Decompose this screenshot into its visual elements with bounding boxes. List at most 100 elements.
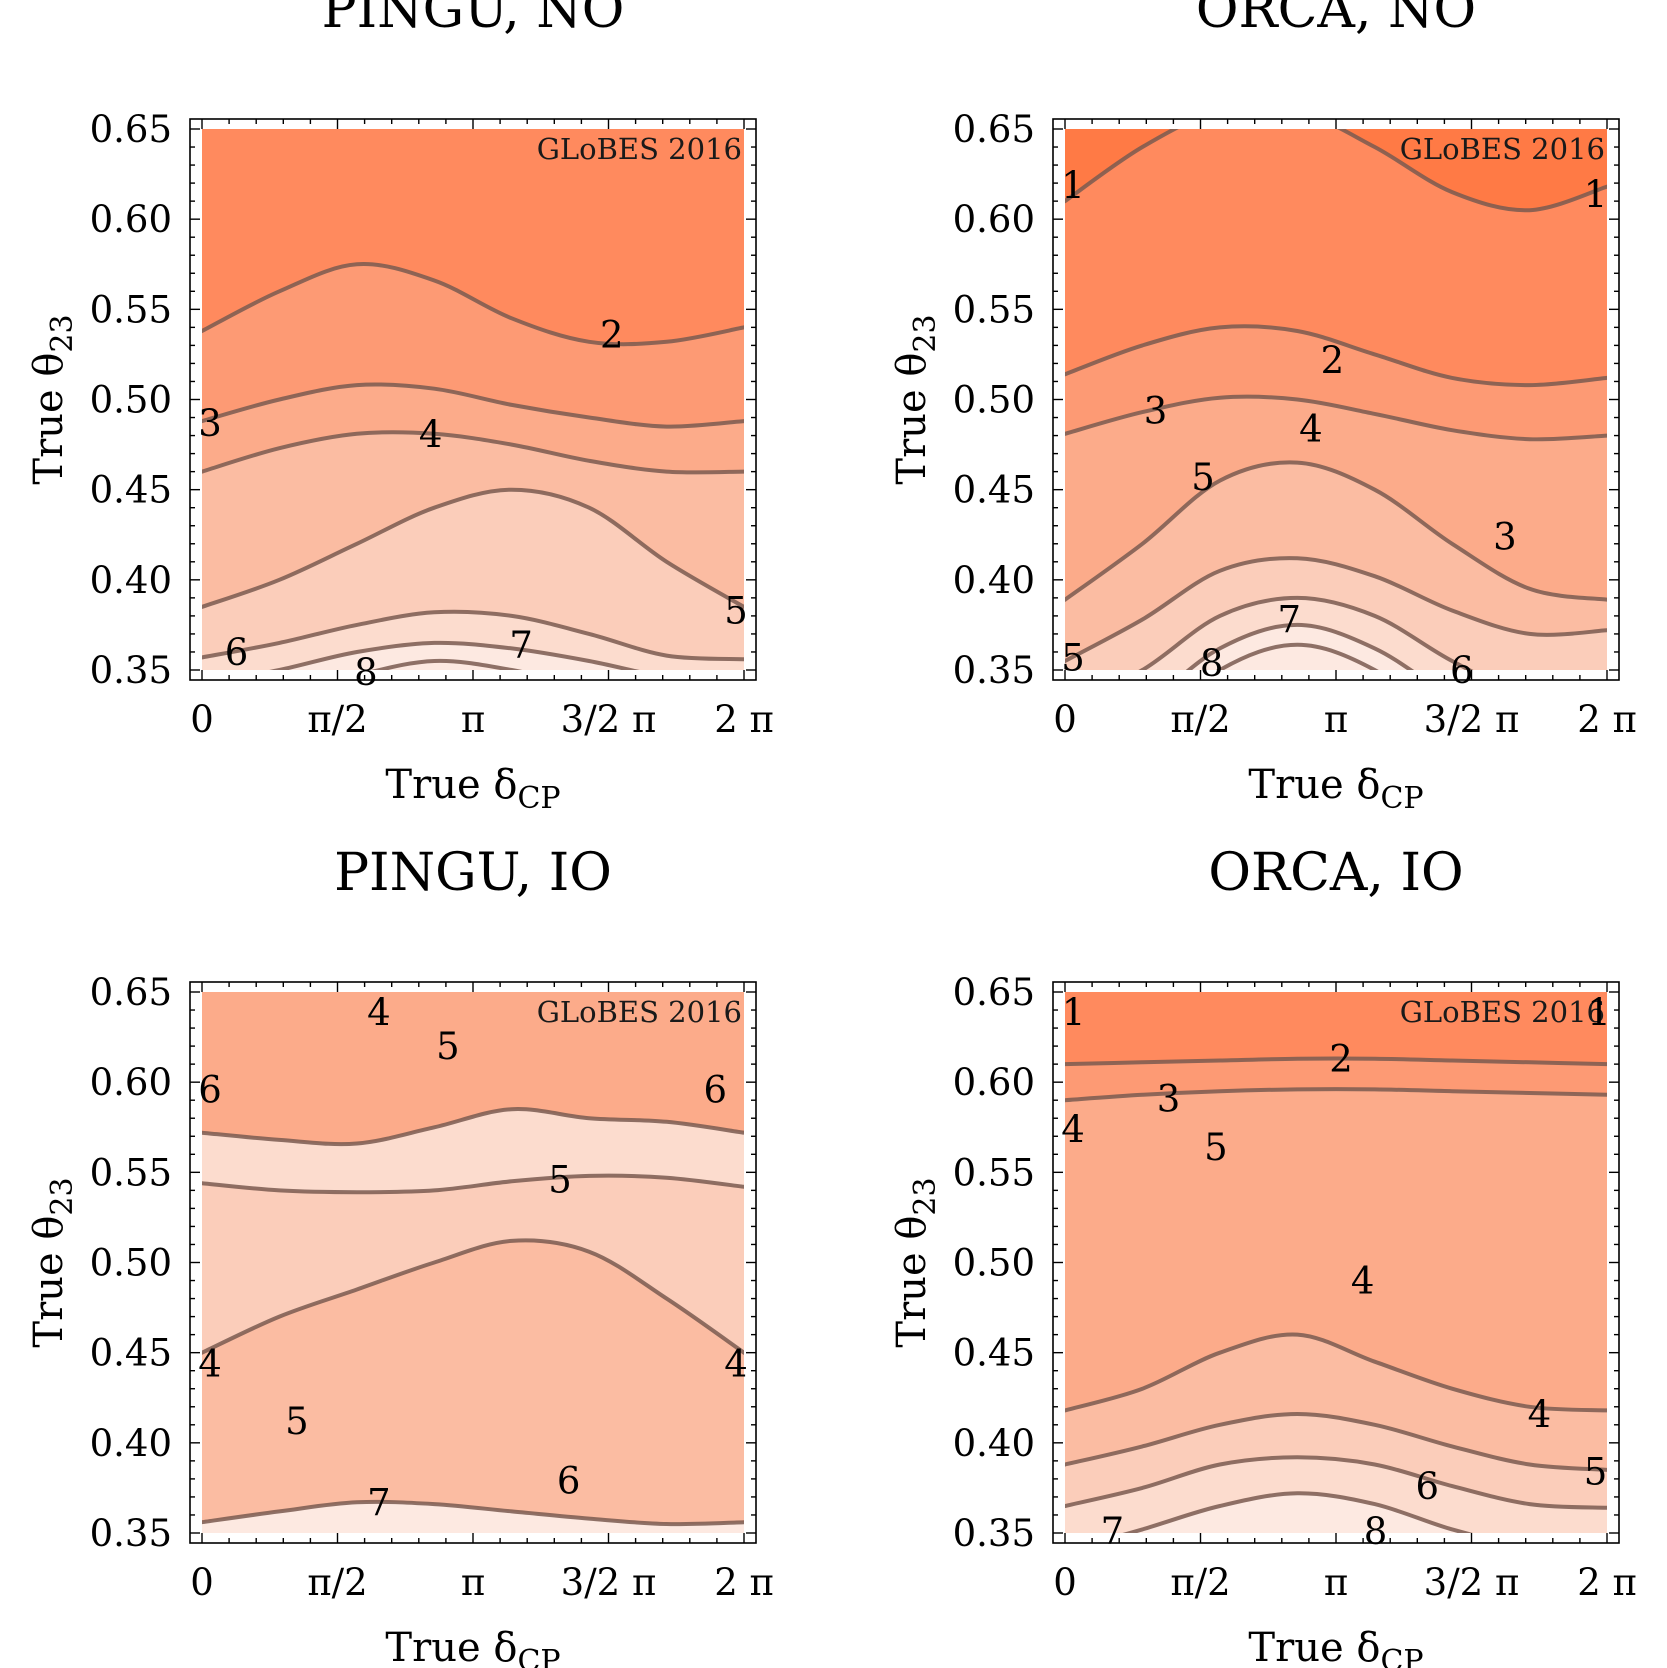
contour-line-7: [269, 640, 640, 670]
contour-label-5: 5: [548, 1159, 572, 1202]
contour-line-2: [202, 262, 744, 347]
y-tick-label: 0.35: [90, 1512, 172, 1555]
y-tick-label: 0.50: [953, 379, 1035, 422]
contour-label-6: 6: [703, 1068, 727, 1111]
contour-band-5: [202, 489, 744, 670]
contour-label-8: 8: [354, 651, 378, 694]
contour-label-6: 6: [225, 631, 249, 674]
contour-band-7: [202, 1501, 744, 1533]
contour-label-1: 1: [1584, 173, 1608, 216]
x-tick-label: 0: [190, 698, 214, 741]
x-tick-label: 0: [190, 1561, 214, 1604]
contour-label-7: 7: [367, 1481, 391, 1524]
y-tick-label: 0.40: [90, 559, 172, 602]
y-tick-label: 0.60: [953, 1061, 1035, 1104]
x-axis-label-main: True δ: [1248, 762, 1380, 808]
contour-label-6: 6: [1416, 1465, 1440, 1508]
y-tick-label: 0.35: [953, 1512, 1035, 1555]
chart-panel-orca-io: ORCA, IO 0 π/2 π 3/2 π 2 π 0.35 0.40 0.45 0.50 0.5…: [889, 843, 1637, 1668]
chart-title: PINGU, NO: [322, 0, 625, 40]
watermark: GLoBES 2016: [537, 995, 742, 1029]
y-tick-label: 0.45: [953, 1332, 1035, 1375]
contour-area: [1065, 1056, 1607, 1533]
x-axis-label: True δCP: [385, 1625, 560, 1668]
contour-line-6: [1138, 595, 1474, 670]
contour-label-3: 3: [1157, 1077, 1181, 1120]
y-tick-label: 0.55: [953, 288, 1035, 331]
chart-title: ORCA, IO: [1208, 843, 1463, 903]
y-tick-label: 0.50: [90, 379, 172, 422]
contour-band-7: [1129, 1493, 1466, 1533]
contour-label-4: 4: [367, 991, 391, 1034]
contour-line-4: [1065, 460, 1607, 602]
watermark: GLoBES 2016: [1400, 995, 1605, 1029]
contour-label-4: 4: [1061, 1108, 1085, 1151]
x-tick-label: 0: [1053, 698, 1077, 741]
x-tick-label: π: [1324, 698, 1348, 741]
contour-line-5: [1065, 1412, 1607, 1472]
y-axis-label-subscript: 23: [45, 1177, 80, 1215]
y-axis-label-subscript: 23: [908, 1177, 943, 1215]
y-axis-label-main: True θ: [26, 1216, 72, 1348]
contour-label-7: 7: [1101, 1510, 1125, 1553]
x-tick-label: 2 π: [1577, 1561, 1637, 1604]
y-tick-label: 0.60: [953, 198, 1035, 241]
x-tick-label: 3/2 π: [1424, 1561, 1520, 1604]
contour-label-6: 6: [1450, 649, 1474, 692]
y-tick-label: 0.40: [953, 1422, 1035, 1465]
contour-line-4: [202, 430, 744, 475]
x-tick-label: π: [461, 1561, 485, 1604]
contour-band-4: [202, 1240, 744, 1533]
contour-label-8: 8: [1200, 642, 1224, 685]
y-tick-label: 0.50: [953, 1242, 1035, 1285]
contour-line-1: [1065, 129, 1607, 213]
contour-label-7: 7: [1278, 599, 1302, 642]
chart-panel-pingu-no: PINGU, NO 0 π/2 π 3/2 π 2 π 0.35 0.40 0.45 0.50 0.…: [26, 0, 774, 816]
x-tick-label: 3/2 π: [1424, 698, 1520, 741]
y-tick-label: 0.40: [90, 1422, 172, 1465]
y-tick-label: 0.65: [953, 971, 1035, 1014]
x-tick-label: 3/2 π: [561, 1561, 657, 1604]
x-axis-label-main: True δ: [1248, 1625, 1380, 1668]
contour-label-4: 4: [724, 1342, 748, 1385]
x-axis-label: True δCP: [1248, 762, 1423, 816]
contour-line-7: [1185, 622, 1415, 670]
contour-line-5: [1065, 556, 1607, 663]
contour-label-4: 4: [1299, 407, 1323, 450]
y-tick-label: 0.50: [90, 1242, 172, 1285]
y-tick-label: 0.55: [953, 1151, 1035, 1194]
x-tick-label: 0: [1053, 1561, 1077, 1604]
y-tick-label: 0.65: [90, 971, 172, 1014]
contour-label-5: 5: [436, 1025, 460, 1068]
contour-line-7: [1122, 1491, 1473, 1533]
contour-label-5: 5: [1191, 456, 1215, 499]
y-axis-label: True θ23: [26, 1177, 80, 1347]
contour-area: [202, 1107, 744, 1533]
x-axis-label-subscript: CP: [1380, 1644, 1423, 1668]
contour-line-5: [202, 487, 744, 609]
x-tick-label: 2 π: [714, 698, 774, 741]
contour-label-3: 3: [1493, 516, 1517, 559]
y-tick-label: 0.55: [90, 288, 172, 331]
x-tick-label: π/2: [1170, 698, 1230, 741]
contour-band-7: [279, 642, 631, 670]
chart-panel-orca-no: ORCA, NO 0 π/2 π 3/2 π 2 π 0.35 0.40 0.45 0.50 0.5…: [889, 0, 1637, 816]
contour-label-1: 1: [1587, 991, 1611, 1034]
y-tick-label: 0.35: [90, 649, 172, 692]
y-tick-label: 0.45: [90, 1332, 172, 1375]
contour-line-6: [202, 609, 744, 662]
x-tick-label: π/2: [307, 698, 367, 741]
contour-label-4: 4: [419, 413, 443, 456]
contour-label-3: 3: [198, 402, 222, 445]
contour-line-2: [1065, 324, 1607, 388]
y-axis-label-subscript: 23: [45, 314, 80, 352]
contour-label-8: 8: [1364, 1510, 1388, 1553]
contour-line-6: [202, 1107, 744, 1147]
y-tick-label: 0.55: [90, 1151, 172, 1194]
contour-label-2: 2: [1329, 1038, 1353, 1081]
contour-label-6: 6: [198, 1068, 222, 1111]
y-axis-label-main: True θ: [26, 353, 72, 485]
x-axis-label-subscript: CP: [517, 1644, 560, 1668]
contour-label-7: 7: [509, 624, 533, 667]
x-tick-label: 2 π: [714, 1561, 774, 1604]
